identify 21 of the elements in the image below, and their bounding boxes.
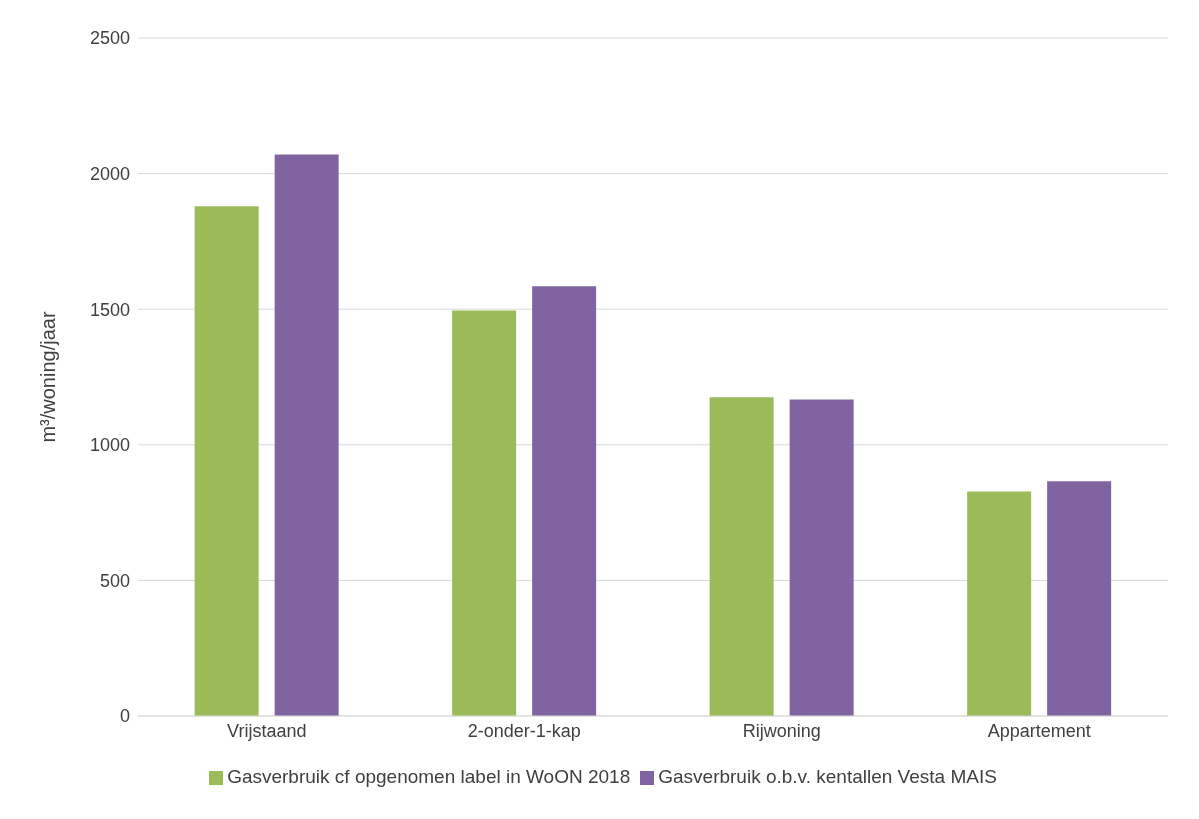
y-tick-label: 2000: [89, 163, 130, 184]
y-tick-label: 2500: [89, 28, 130, 49]
bar: [967, 491, 1032, 716]
bar: [532, 286, 597, 716]
y-axis-title: m³/woning/jaar: [37, 311, 60, 443]
x-tick-label: Vrijstaand: [227, 720, 307, 741]
bar: [452, 310, 517, 716]
y-tick-label: 500: [99, 570, 130, 591]
bar: [1047, 481, 1112, 716]
x-tick-label: Rijwoning: [742, 720, 821, 741]
y-tick-label: 1000: [89, 435, 130, 456]
legend-label: Gasverbruik o.b.v. kentallen Vesta MAIS: [658, 766, 997, 787]
x-tick-label: Appartement: [987, 720, 1091, 741]
bar: [274, 154, 339, 716]
legend-label: Gasverbruik cf opgenomen label in WoON 2018: [227, 766, 631, 787]
y-tick-label: 0: [119, 706, 130, 727]
x-tick-label: 2-onder-1-kap: [467, 720, 581, 741]
bar: [789, 399, 854, 716]
y-tick-label: 1500: [89, 299, 130, 320]
bar: [709, 397, 774, 716]
bar: [194, 206, 259, 716]
